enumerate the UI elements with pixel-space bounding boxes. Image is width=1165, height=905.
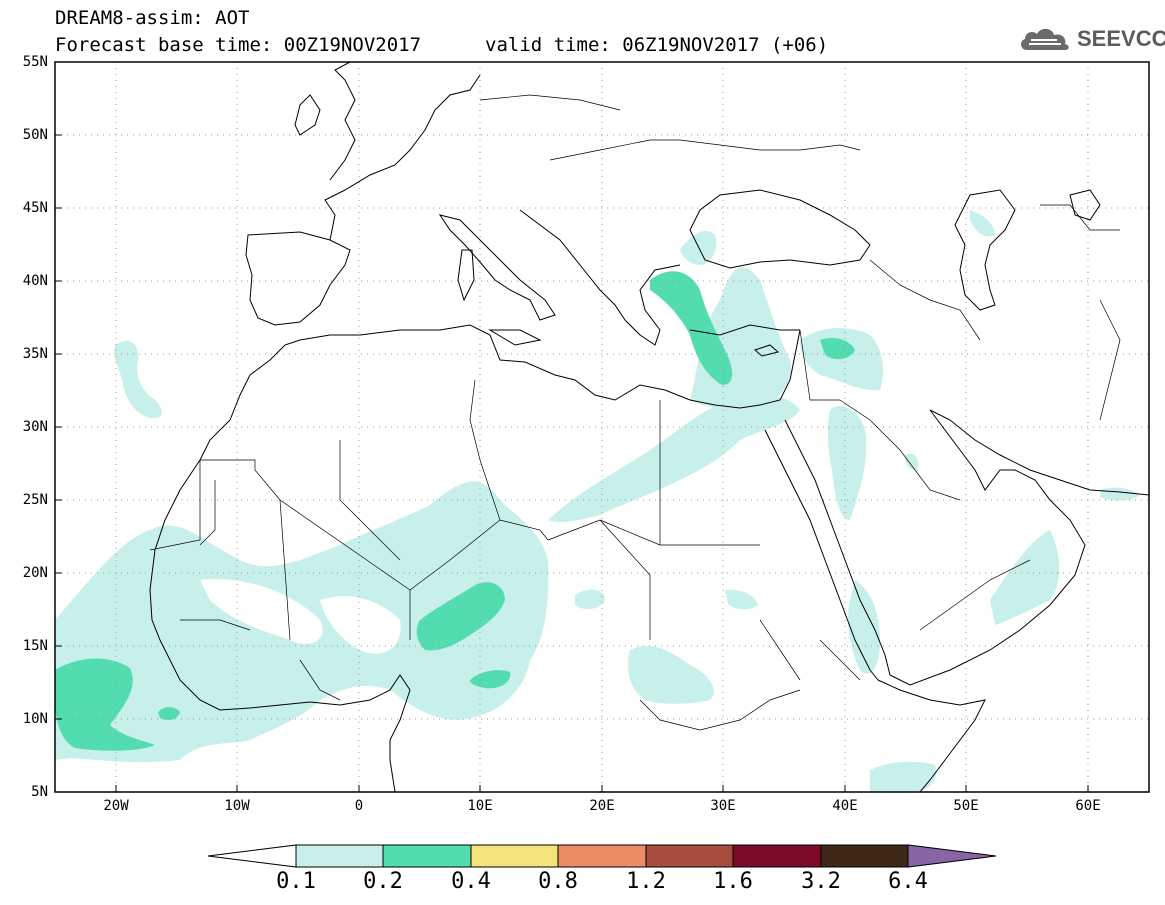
- colorbar-bin-3.2: [820, 844, 909, 868]
- lon-label: 60E: [1075, 798, 1101, 814]
- coastlines: [149, 62, 1149, 792]
- axis-ticks: [55, 61, 1089, 793]
- cloud-icon: [1021, 28, 1069, 50]
- colorbar-bin-0.8: [557, 844, 647, 868]
- country-borders: [149, 94, 1121, 731]
- lat-label: 20N: [22, 565, 48, 581]
- aot-level-0.2: [55, 271, 855, 751]
- aot-field: [55, 210, 1140, 792]
- lon-label: 10W: [224, 798, 250, 814]
- lat-label: 30N: [22, 419, 48, 435]
- lon-label: 50E: [953, 798, 979, 814]
- lat-label: 5N: [31, 784, 48, 800]
- lat-label: 35N: [22, 346, 48, 362]
- lat-lon-grid: [55, 62, 1149, 792]
- lat-label: 40N: [22, 273, 48, 289]
- lon-label: 0: [354, 798, 364, 814]
- colorbar-over-arrow: [907, 844, 997, 868]
- colorbar-label: 0.2: [363, 869, 403, 894]
- colorbar-bin-0.2: [382, 844, 472, 868]
- logo-text: SEEVCCC: [1077, 26, 1165, 51]
- colorbar-under-arrow: [207, 844, 297, 868]
- colorbar-bin-1.2: [645, 844, 734, 868]
- colorbar-label: 0.8: [538, 869, 578, 894]
- colorbar-label: 1.2: [626, 869, 666, 894]
- colorbar: [207, 844, 997, 868]
- lon-label: 40E: [832, 798, 858, 814]
- lat-label: 15N: [22, 638, 48, 654]
- colorbar-label: 1.6: [713, 869, 753, 894]
- lat-label: 50N: [22, 127, 48, 143]
- colorbar-label: 6.4: [888, 869, 928, 894]
- colorbar-bin-1.6: [732, 844, 822, 868]
- map-title: DREAM8-assim: AOT: [55, 7, 250, 29]
- colorbar-label: 0.1: [276, 869, 316, 894]
- lon-label: 30E: [710, 798, 736, 814]
- aot-level-0.1: [55, 210, 1140, 792]
- colorbar-bin-0.4: [470, 844, 559, 868]
- forecast-base-time: Forecast base time: 00Z19NOV2017: [55, 34, 422, 56]
- seevccc-logo: SEEVCCC: [1017, 24, 1165, 56]
- lat-label: 10N: [22, 711, 48, 727]
- colorbar-label: 3.2: [801, 869, 841, 894]
- lon-label: 20W: [103, 798, 129, 814]
- lon-label: 10E: [467, 798, 493, 814]
- lat-label: 45N: [22, 200, 48, 216]
- colorbar-label: 0.4: [451, 869, 491, 894]
- lat-label: 55N: [22, 54, 48, 70]
- lat-label: 25N: [22, 492, 48, 508]
- colorbar-bin-0.1: [295, 844, 384, 868]
- valid-time: valid time: 06Z19NOV2017 (+06): [485, 34, 829, 56]
- lon-label: 20E: [589, 798, 615, 814]
